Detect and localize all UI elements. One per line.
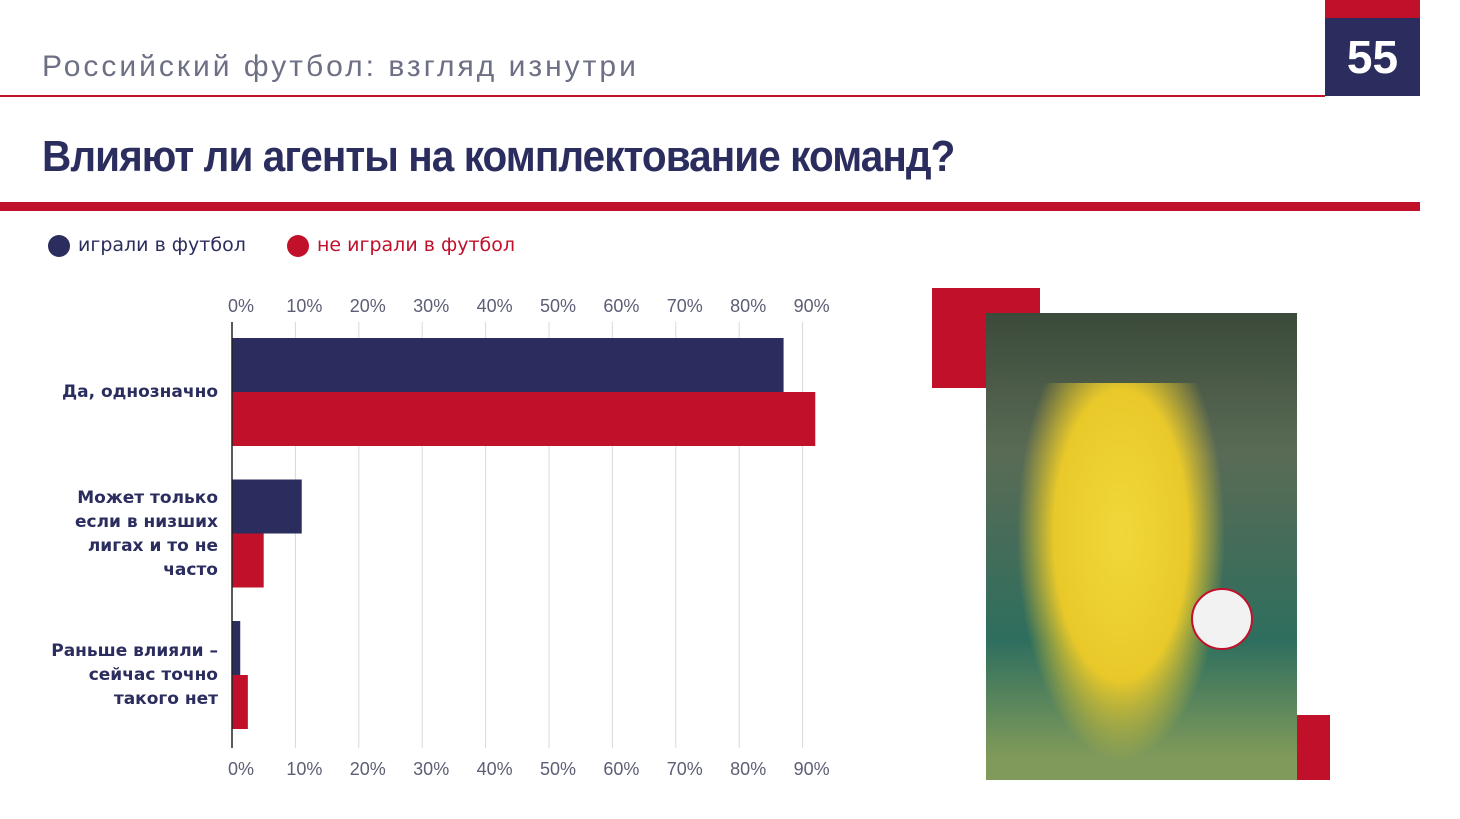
legend-swatch (287, 234, 309, 257)
category-label: Да, однозначно (61, 382, 218, 402)
x-tick-label: 70% (667, 759, 703, 779)
legend-item: играли в футбол (48, 234, 246, 257)
x-tick-label: 70% (667, 296, 703, 316)
x-tick-label: 30% (413, 296, 449, 316)
x-tick-label: 0% (228, 296, 254, 316)
category-label: Раньше влияли – сейчас точно такого нет (51, 641, 218, 709)
chart-title: Влияют ли агенты на комплектование коман… (42, 132, 955, 181)
x-tick-label: 40% (477, 759, 513, 779)
player (1016, 383, 1226, 763)
bar (232, 479, 302, 534)
x-tick-label: 40% (477, 296, 513, 316)
accent-bar (1325, 0, 1420, 18)
x-tick-label: 60% (603, 296, 639, 316)
category-label: Может только если в низших лигах и то не… (74, 487, 218, 580)
legend-swatch (48, 234, 70, 257)
bar (232, 621, 241, 675)
legend-label: не играли в футбол (317, 234, 515, 256)
photo (986, 313, 1297, 780)
subtitle: Российский футбол: взгляд изнутри (42, 50, 639, 83)
page-number: 55 (1325, 18, 1420, 96)
x-tick-label: 10% (286, 759, 322, 779)
x-tick-label: 90% (794, 296, 830, 316)
bar (232, 533, 264, 588)
ball (1191, 588, 1253, 650)
legend-item: не играли в футбол (287, 234, 515, 257)
x-tick-label: 80% (730, 759, 766, 779)
x-tick-label: 60% (603, 759, 639, 779)
divider (0, 202, 1420, 211)
x-tick-label: 20% (350, 296, 386, 316)
x-tick-label: 50% (540, 296, 576, 316)
x-tick-label: 50% (540, 759, 576, 779)
bar (232, 392, 816, 446)
bar (232, 675, 248, 729)
legend-label: играли в футбол (78, 234, 246, 256)
bar (232, 338, 784, 392)
decor (1297, 715, 1330, 780)
x-tick-label: 0% (228, 759, 254, 779)
divider (0, 95, 1325, 97)
x-tick-label: 10% (286, 296, 322, 316)
x-tick-label: 20% (350, 759, 386, 779)
x-tick-label: 30% (413, 759, 449, 779)
x-tick-label: 90% (794, 759, 830, 779)
x-tick-label: 80% (730, 296, 766, 316)
